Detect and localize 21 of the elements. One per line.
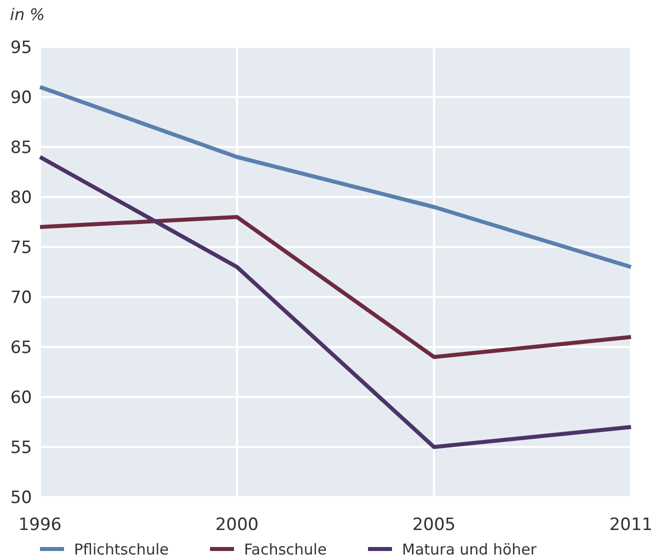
x-tick-label: 2011 bbox=[609, 515, 651, 535]
y-tick-label: 80 bbox=[10, 188, 32, 208]
y-tick-label: 65 bbox=[10, 338, 32, 358]
y-tick-label: 70 bbox=[10, 288, 32, 308]
y-tick-label: 95 bbox=[10, 38, 32, 58]
x-tick-label: 1996 bbox=[18, 515, 62, 535]
line-series bbox=[38, 155, 633, 449]
y-axis-title: in % bbox=[10, 5, 45, 24]
legend-label: Fachschule bbox=[244, 540, 327, 558]
x-tick-label: 2005 bbox=[412, 515, 456, 535]
y-tick-label: 55 bbox=[10, 438, 32, 458]
line-series bbox=[38, 215, 633, 359]
line-series bbox=[38, 85, 633, 269]
legend-label: Matura und höher bbox=[402, 540, 538, 558]
y-tick-label: 50 bbox=[10, 488, 32, 508]
y-tick-label: 90 bbox=[10, 88, 32, 108]
legend-label: Pflichtschule bbox=[74, 540, 169, 558]
y-tick-label: 60 bbox=[10, 388, 32, 408]
y-tick-label: 85 bbox=[10, 138, 32, 158]
y-tick-label: 75 bbox=[10, 238, 32, 258]
x-tick-label: 2000 bbox=[215, 515, 259, 535]
